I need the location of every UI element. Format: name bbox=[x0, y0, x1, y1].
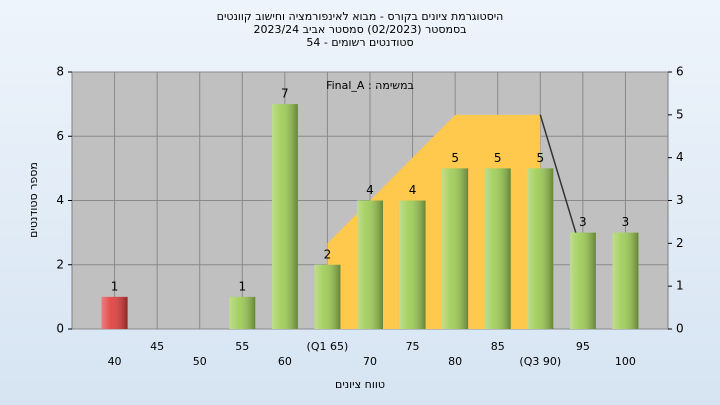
value-label: 5 bbox=[494, 151, 502, 165]
bar-shade bbox=[612, 232, 639, 329]
y2-tick-label: 6 bbox=[676, 65, 684, 79]
bar-shade bbox=[442, 168, 469, 329]
x-tick-label: 100 bbox=[615, 355, 636, 368]
line bbox=[539, 114, 584, 257]
x-tick-label: 45 bbox=[150, 340, 164, 353]
value-label: 7 bbox=[281, 87, 289, 101]
x-tick-label: 70 bbox=[363, 355, 377, 368]
x-tick-label: 40 bbox=[108, 355, 122, 368]
y2-tick-label: 0 bbox=[676, 322, 684, 336]
bar-shade bbox=[357, 200, 383, 329]
bar-shade bbox=[484, 168, 511, 329]
value-label: 2 bbox=[324, 247, 332, 261]
y2-tick-label: 3 bbox=[676, 193, 684, 207]
annotation: Final_A : במשימה bbox=[326, 79, 414, 92]
x-tick-label: 60 bbox=[278, 355, 292, 368]
y2-tick-label: 4 bbox=[676, 150, 684, 164]
x-tick-label: 80 bbox=[448, 355, 462, 368]
value-label: 4 bbox=[366, 183, 374, 197]
y2-tick-label: 1 bbox=[676, 279, 684, 293]
chart-subtitle: בסמסטר (02/2023) סמסטר אביב 2023/24 bbox=[253, 23, 466, 36]
y2-tick-label: 2 bbox=[676, 236, 684, 250]
chart-title: היסטוגרמת ציונים בקורס - מבוא לאינפורמצי… bbox=[217, 10, 504, 23]
bar-shade bbox=[101, 296, 128, 329]
value-label: 1 bbox=[111, 279, 119, 293]
value-label: 1 bbox=[238, 279, 246, 293]
value-label: 4 bbox=[409, 183, 417, 197]
x-axis-label: טווח ציונים bbox=[335, 378, 385, 391]
chart-subtitle: סטודנטים רשומים - 54 bbox=[306, 36, 413, 49]
x-tick-label: 95 bbox=[576, 340, 590, 353]
y-tick-label: 8 bbox=[56, 65, 64, 79]
value-label: 5 bbox=[536, 151, 544, 165]
y-tick-label: 4 bbox=[56, 193, 64, 207]
x-tick-label: 50 bbox=[193, 355, 207, 368]
value-label: 3 bbox=[579, 215, 587, 229]
y-tick-label: 0 bbox=[56, 322, 64, 336]
bar-shade bbox=[271, 104, 298, 329]
y-axis-label: מספר סטודנטים bbox=[27, 162, 40, 238]
bar-shade bbox=[527, 168, 554, 329]
bar-shade bbox=[569, 232, 596, 329]
value-label: 5 bbox=[451, 151, 459, 165]
x-tick-label: (Q3 90) bbox=[519, 355, 561, 368]
x-tick-label: 75 bbox=[406, 340, 420, 353]
x-tick-label: (Q1 65) bbox=[307, 340, 349, 353]
value-label: 3 bbox=[622, 215, 630, 229]
x-tick-label: 55 bbox=[235, 340, 249, 353]
bar-shade bbox=[399, 200, 426, 329]
x-tick-label: 85 bbox=[491, 340, 505, 353]
y2-tick-label: 5 bbox=[676, 107, 684, 121]
bar-shade bbox=[229, 296, 256, 329]
y-tick-label: 2 bbox=[56, 257, 64, 271]
bar-shade bbox=[314, 264, 341, 329]
y-tick-label: 6 bbox=[56, 129, 64, 143]
